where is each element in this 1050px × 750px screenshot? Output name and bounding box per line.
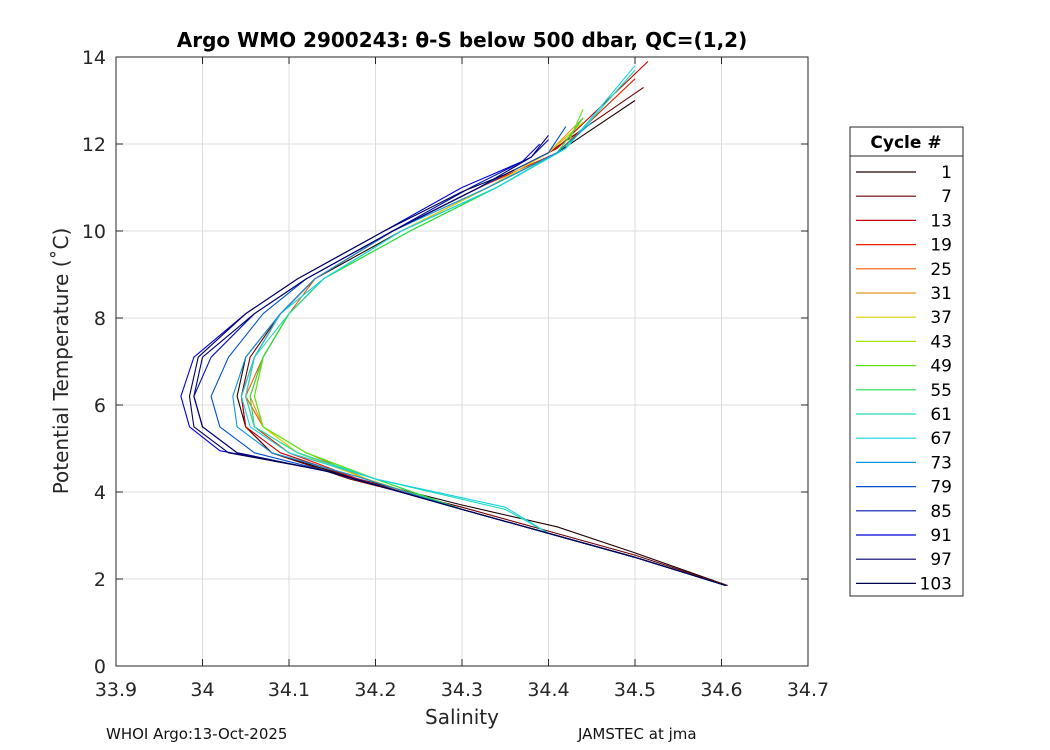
footer-source: WHOI Argo:13-Oct-2025 bbox=[106, 725, 288, 743]
legend-title: Cycle # bbox=[870, 133, 941, 153]
legend-item-cycle-13: 13 bbox=[856, 211, 952, 231]
legend-item-cycle-1: 1 bbox=[856, 163, 952, 183]
y-tick-label: 8 bbox=[94, 308, 106, 330]
legend-item-cycle-43: 43 bbox=[856, 332, 952, 352]
y-tick-label: 14 bbox=[82, 47, 106, 69]
legend-item-cycle-79: 79 bbox=[856, 478, 952, 498]
legend-item-cycle-25: 25 bbox=[856, 260, 952, 280]
legend-items: 1 7 13 19 25 31 37 43 49 55 61 67 73 79 85 91 97 103 bbox=[856, 163, 952, 594]
legend-item-cycle-73: 73 bbox=[856, 453, 952, 473]
legend-item-cycle-7: 7 bbox=[856, 187, 952, 207]
x-tick-label: 34.1 bbox=[268, 679, 310, 701]
legend-label: 13 bbox=[930, 211, 952, 231]
legend-label: 31 bbox=[930, 284, 952, 304]
x-tick-label: 33.9 bbox=[95, 679, 137, 701]
x-axis-label: Salinity bbox=[425, 705, 499, 729]
legend-item-cycle-67: 67 bbox=[856, 429, 952, 449]
chart-title: Argo WMO 2900243: θ-S below 500 dbar, QC… bbox=[177, 28, 747, 52]
series-line-cycle-67 bbox=[240, 65, 726, 587]
legend-label: 97 bbox=[930, 550, 952, 570]
legend-item-cycle-19: 19 bbox=[856, 236, 952, 256]
legend-item-cycle-31: 31 bbox=[856, 284, 952, 304]
y-axis-label: Potential Temperature (˚C) bbox=[49, 228, 73, 495]
x-tick-labels: 33.9 34 34.1 34.2 34.3 34.4 34.5 34.6 34.7 bbox=[95, 679, 829, 701]
x-tick-label: 34 bbox=[190, 679, 214, 701]
legend-item-cycle-49: 49 bbox=[856, 357, 952, 377]
legend-label: 85 bbox=[930, 502, 952, 522]
y-tick-label: 12 bbox=[82, 134, 106, 156]
y-tick-label: 0 bbox=[94, 656, 106, 678]
legend-item-cycle-61: 61 bbox=[856, 405, 952, 425]
x-tick-label: 34.5 bbox=[614, 679, 656, 701]
legend-box bbox=[849, 126, 964, 597]
legend-label: 37 bbox=[930, 308, 952, 328]
legend-label: 19 bbox=[930, 236, 952, 256]
legend-label: 7 bbox=[941, 187, 952, 207]
legend: Cycle # 1 7 13 19 25 31 37 43 49 55 61 67 73 79 85 91 97… bbox=[849, 126, 964, 597]
legend-item-cycle-103: 103 bbox=[856, 574, 952, 594]
legend-label: 73 bbox=[930, 453, 952, 473]
legend-label: 61 bbox=[930, 405, 952, 425]
legend-label: 49 bbox=[930, 357, 952, 377]
y-tick-label: 10 bbox=[82, 221, 106, 243]
legend-label: 25 bbox=[930, 260, 952, 280]
legend-item-cycle-37: 37 bbox=[856, 308, 952, 328]
legend-item-cycle-97: 97 bbox=[856, 550, 952, 570]
footer-institution: JAMSTEC at jma bbox=[578, 725, 697, 743]
x-tick-label: 34.3 bbox=[441, 679, 483, 701]
legend-item-cycle-91: 91 bbox=[856, 526, 952, 546]
y-tick-label: 2 bbox=[94, 569, 106, 591]
x-tick-label: 34.6 bbox=[700, 679, 742, 701]
legend-label: 67 bbox=[930, 429, 952, 449]
legend-item-cycle-85: 85 bbox=[856, 502, 952, 522]
y-tick-labels: 0 2 4 6 8 10 12 14 bbox=[82, 47, 106, 678]
legend-label: 1 bbox=[941, 163, 952, 183]
x-tick-label: 34.4 bbox=[527, 679, 569, 701]
legend-label: 79 bbox=[930, 478, 952, 498]
y-tick-label: 4 bbox=[94, 482, 106, 504]
legend-label: 103 bbox=[920, 574, 952, 594]
x-tick-label: 34.7 bbox=[787, 679, 829, 701]
axis-ticks bbox=[115, 56, 809, 667]
series-line-cycle-103 bbox=[188, 169, 726, 587]
legend-label: 55 bbox=[930, 381, 952, 401]
legend-item-cycle-55: 55 bbox=[856, 381, 952, 401]
legend-label: 91 bbox=[930, 526, 952, 546]
legend-label: 43 bbox=[930, 332, 952, 352]
y-tick-label: 6 bbox=[94, 395, 106, 417]
series-lines bbox=[180, 61, 728, 587]
x-tick-label: 34.2 bbox=[354, 679, 396, 701]
